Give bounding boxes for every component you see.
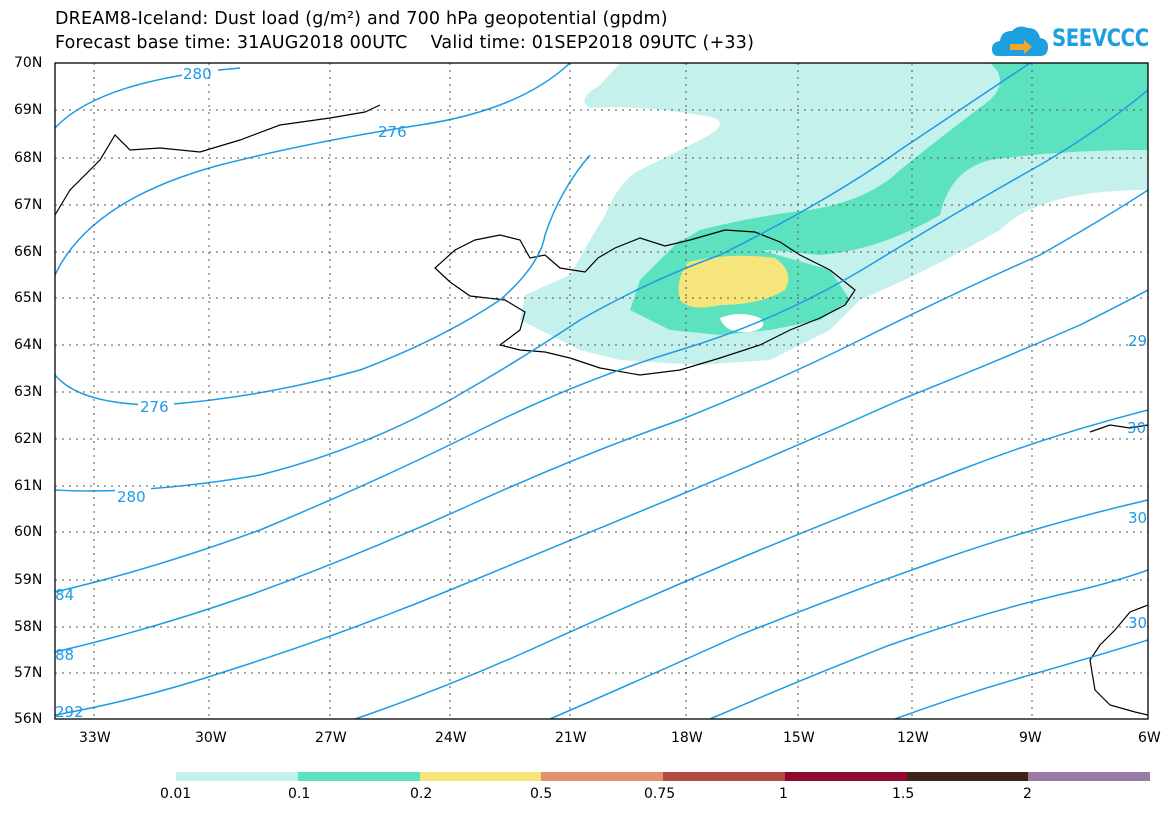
lat-label: 62N [14,431,43,447]
lat-label: 66N [14,244,43,260]
lat-label: 68N [14,150,43,166]
contour-label-5: 84 [55,586,74,604]
colorbar-segment [784,772,907,781]
contour-label-4: 280 [117,488,146,506]
lon-label: 33W [79,730,111,746]
colorbar-label: 1.5 [892,786,915,802]
contour-label-6: 88 [55,646,74,664]
dust-area-clear [720,314,764,333]
colorbar-label: 0.2 [410,786,433,802]
colorbar-label: 0.01 [160,786,192,802]
colorbar-segment [906,772,1029,781]
lat-label: 58N [14,619,43,635]
contour-label-9: 30 [1127,419,1146,437]
colorbar-label: 0.5 [530,786,553,802]
lat-label: 64N [14,337,43,353]
colorbar-label: 0.1 [288,786,311,802]
iceland-coast [434,229,856,376]
colorbar [176,772,1150,781]
lat-label: 56N [14,711,43,727]
contour-label-7: 292 [55,703,84,721]
colorbar-label: 2 [1023,786,1032,802]
lat-label: 59N [14,572,43,588]
colorbar-label: 0.75 [644,786,676,802]
contour-label-2: 276 [378,123,407,141]
map-frame [54,62,1149,720]
colorbar-segment [176,772,298,781]
lat-label: 57N [14,665,43,681]
contour-label-1: 280 [183,65,212,83]
lat-label: 60N [14,524,43,540]
lat-label: 69N [14,102,43,118]
colorbar-segment [297,772,420,781]
greenland-coast [55,104,381,216]
lon-label: 24W [435,730,467,746]
cloud-logo-icon [992,26,1048,56]
scotland-coast [1089,604,1148,716]
dust-area-peak [678,255,789,308]
lat-label: 63N [14,384,43,400]
lon-label: 12W [897,730,929,746]
faroe-coast [1089,424,1148,433]
colorbar-segment [1028,772,1150,781]
colorbar-label: 1 [779,786,788,802]
colorbar-segment [419,772,542,781]
logo-text: SEEVCCC [1052,24,1149,52]
contour-label-3: 276 [140,398,169,416]
contour-label-8: 29 [1128,332,1147,350]
lon-label: 27W [315,730,347,746]
map-subtitle: Forecast base time: 31AUG2018 00UTC Vali… [55,33,755,53]
lat-label: 61N [14,478,43,494]
lat-label: 70N [14,55,43,71]
lon-label: 21W [555,730,587,746]
lon-label: 15W [783,730,815,746]
contour-label-10: 30 [1128,509,1147,527]
lon-label: 30W [195,730,227,746]
lon-label: 6W [1138,730,1161,746]
lon-label: 9W [1019,730,1042,746]
colorbar-segment [663,772,785,781]
dust-area-high [675,63,1148,255]
colorbar-segment [541,772,663,781]
lat-label: 65N [14,290,43,306]
lat-label: 67N [14,197,43,213]
contour-label-11: 30 [1128,614,1147,632]
map-title: DREAM8-Iceland: Dust load (g/m²) and 700… [55,9,668,29]
lon-label: 18W [671,730,703,746]
